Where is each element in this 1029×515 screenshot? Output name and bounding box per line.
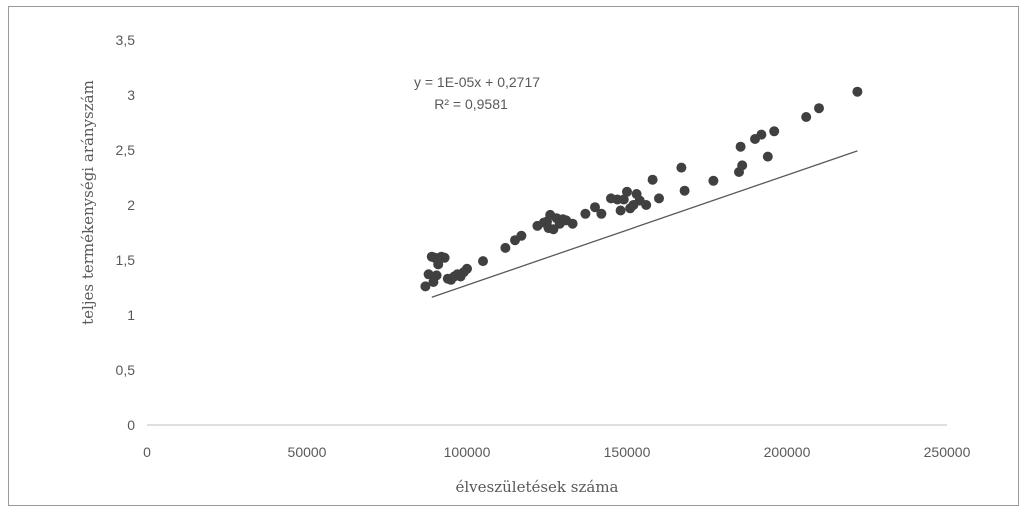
data-point (420, 281, 431, 292)
data-point (590, 202, 600, 213)
y-axis-title: teljes termékenységi arányszám (79, 80, 97, 325)
y-tick-label: 1,5 (116, 252, 136, 268)
trendline-group (431, 150, 858, 298)
data-point (596, 208, 607, 219)
data-point (567, 218, 578, 229)
data-point (641, 200, 652, 210)
data-point (708, 175, 719, 186)
data-point (622, 186, 632, 197)
trendline-equation: y = 1E-05x + 0,2717 (414, 74, 540, 90)
data-point (762, 151, 773, 162)
y-tick-label: 0,5 (116, 362, 136, 378)
x-tick-label: 0 (143, 444, 151, 460)
data-point (676, 162, 687, 173)
data-point (615, 205, 626, 216)
data-point (814, 103, 824, 114)
y-axis: 0 0,5 1 1,5 2 2,5 3 3,5 (116, 32, 136, 433)
y-tick-label: 3,5 (116, 32, 136, 48)
data-point (756, 129, 767, 140)
scatter-plot: 0 0,5 1 1,5 2 2,5 3 3,5 0 50000 100000 150000 20000… (79, 32, 971, 496)
x-tick-label: 100000 (444, 444, 491, 460)
data-point (801, 112, 812, 122)
y-tick-label: 1 (127, 307, 135, 323)
data-point (737, 160, 748, 171)
data-point (478, 256, 488, 267)
y-tick-label: 0 (127, 417, 135, 433)
data-point (647, 174, 658, 185)
x-axis-title: élveszületések száma (455, 478, 618, 496)
data-point (423, 269, 434, 280)
chart-frame: 0 0,5 1 1,5 2 2,5 3 3,5 0 50000 100000 150000 20000… (8, 6, 1019, 506)
data-points (420, 86, 863, 292)
data-point (580, 208, 591, 219)
y-tick-label: 2,5 (116, 142, 136, 158)
data-point (500, 242, 511, 253)
x-tick-label: 150000 (604, 444, 651, 460)
x-tick-label: 50000 (288, 444, 327, 460)
y-tick-label: 2 (127, 197, 135, 213)
data-point (439, 252, 450, 263)
x-axis: 0 50000 100000 150000 200000 250000 (143, 444, 970, 460)
data-point (852, 86, 863, 97)
data-point (769, 126, 780, 137)
data-point (679, 185, 690, 196)
data-point (462, 263, 472, 274)
data-point (654, 193, 664, 204)
data-point (433, 259, 444, 270)
x-tick-label: 250000 (924, 444, 971, 460)
x-tick-label: 200000 (764, 444, 811, 460)
data-point (431, 270, 442, 281)
data-point (618, 194, 629, 205)
data-point (735, 141, 746, 152)
trendline (431, 150, 858, 298)
trendline-r-squared: R² = 0,9581 (434, 96, 508, 112)
data-point (516, 230, 527, 241)
y-tick-label: 3 (127, 87, 135, 103)
